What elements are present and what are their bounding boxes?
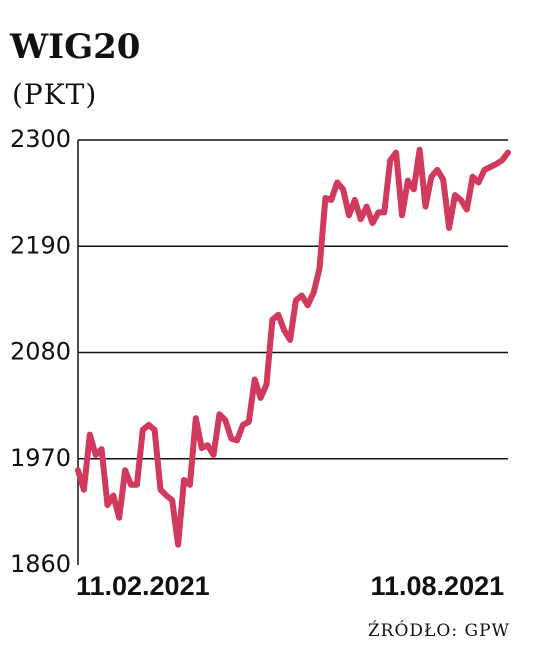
y-tick-label: 2190 (10, 231, 71, 259)
x-tick-label: 11.02.2021 (76, 571, 210, 601)
y-tick-label: 1970 (10, 444, 71, 472)
x-tick-label: 11.08.2021 (370, 571, 504, 601)
line-series (75, 146, 511, 548)
y-tick-label: 1860 (10, 550, 71, 578)
chart-title: WIG20 (9, 27, 140, 67)
chart-subtitle: (PKT) (12, 78, 97, 111)
y-tick-label: 2300 (10, 125, 71, 153)
source-note: ŹRÓDŁO: GPW (368, 620, 510, 641)
y-tick-label: 2080 (10, 338, 71, 366)
